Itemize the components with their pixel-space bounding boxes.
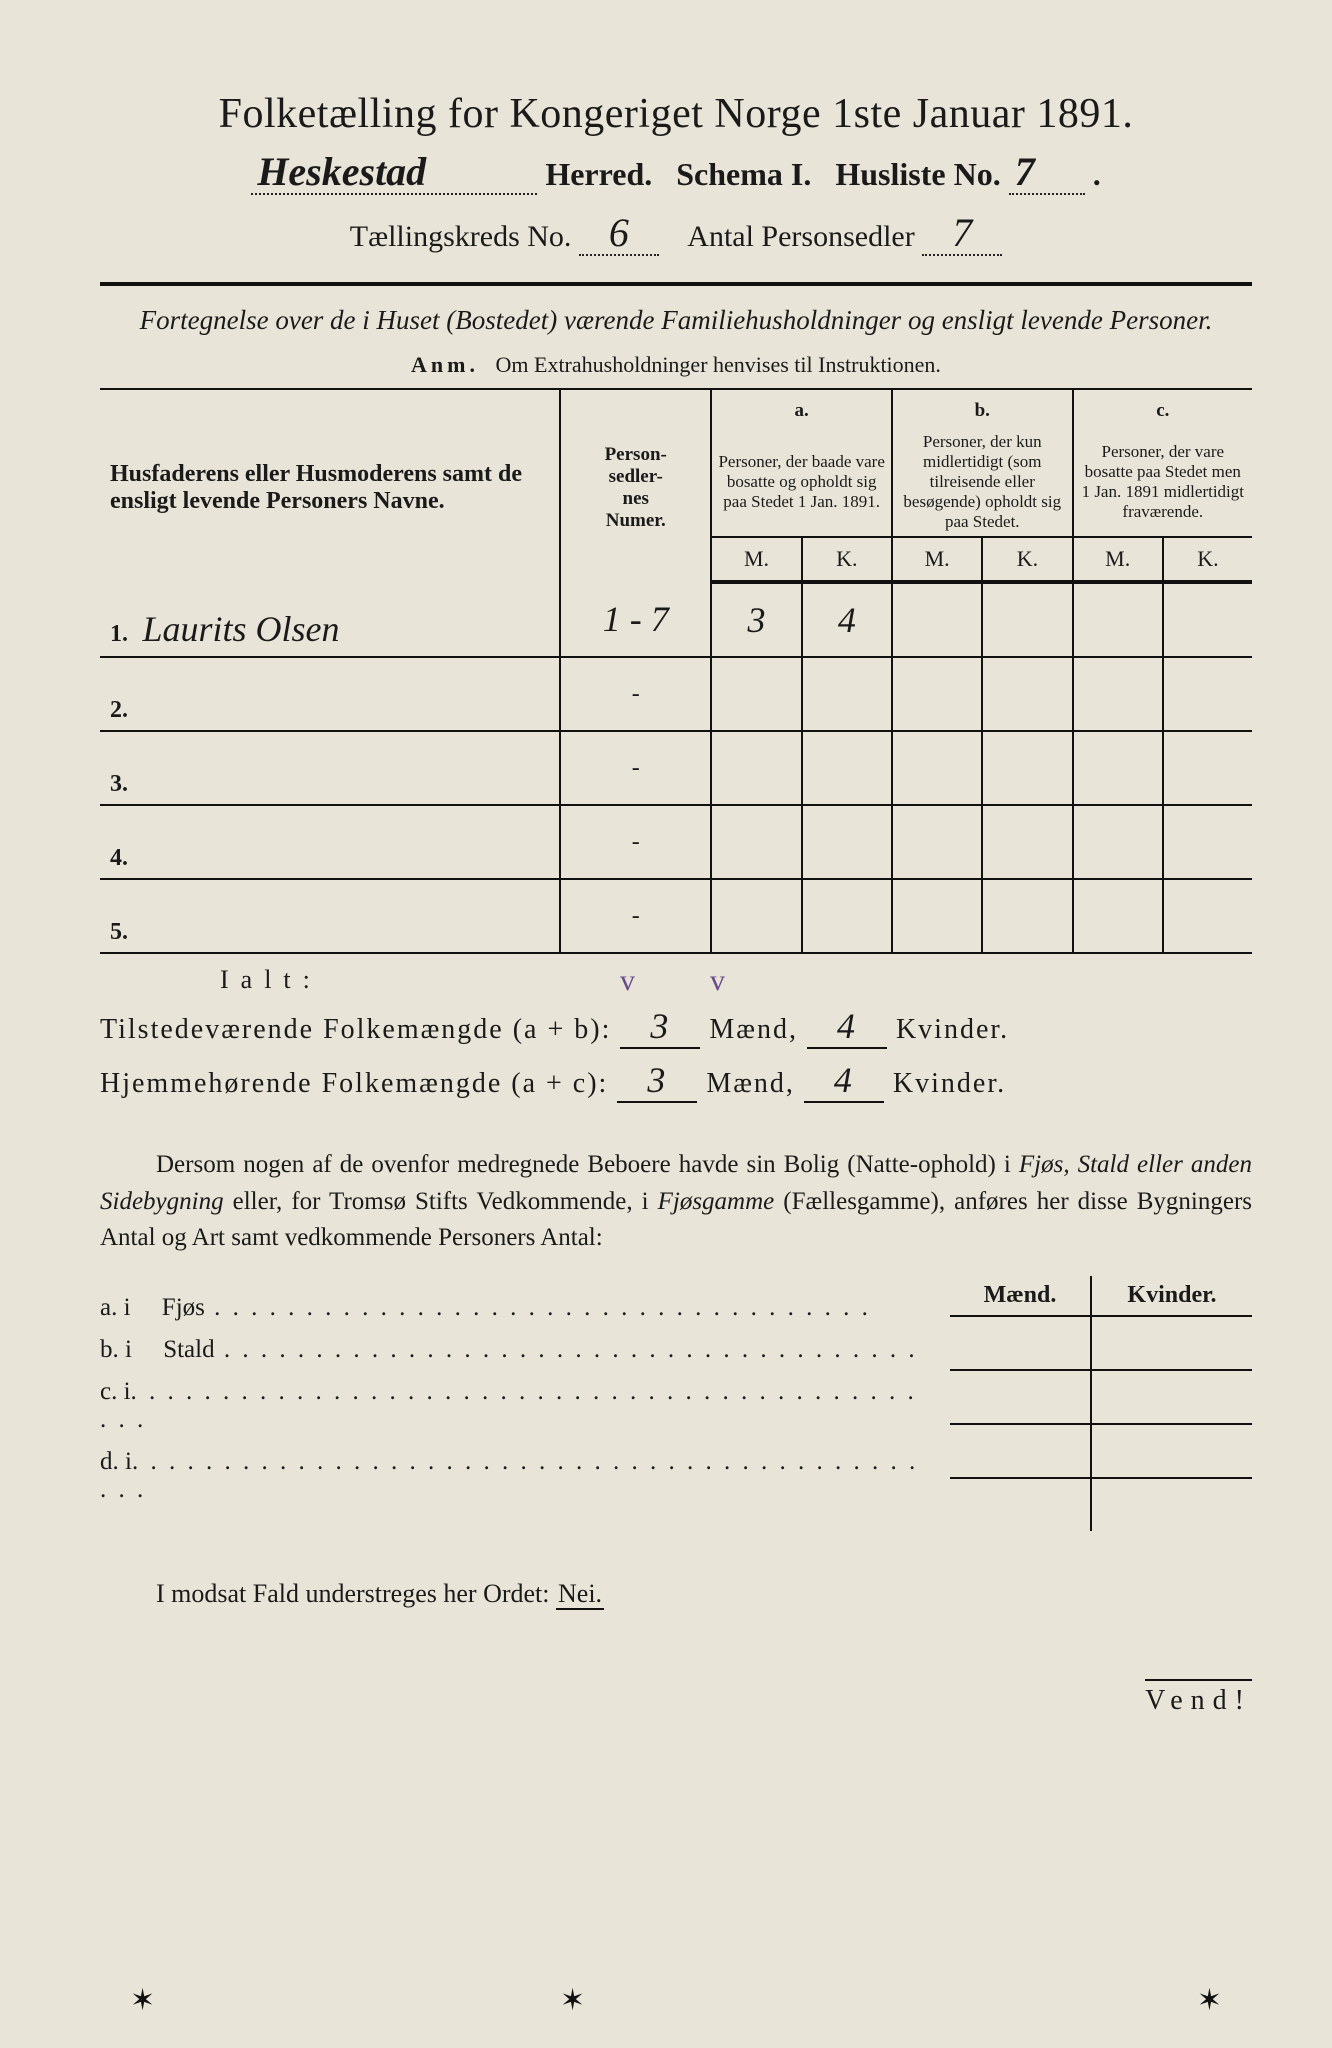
table-row: 5. - xyxy=(100,879,1252,953)
census-form-page: Folketælling for Kongeriget Norge 1ste J… xyxy=(0,0,1332,2048)
fortegnelse-text: Fortegnelse over de i Huset (Bostedet) v… xyxy=(100,302,1252,338)
row-cK xyxy=(1163,582,1252,657)
sum2-k: 4 xyxy=(834,1060,854,1100)
ialt-label: Ialt: xyxy=(220,965,322,994)
table-row: 4. - xyxy=(100,805,1252,879)
abcd-d-dots: . . . . . . . . . . . . . . . . . . . . … xyxy=(100,1448,918,1503)
abcd-b-pre: b. i xyxy=(100,1336,132,1363)
husliste-label: Husliste No. xyxy=(835,156,1000,192)
row-aM: 3 xyxy=(748,600,766,640)
row-num: - xyxy=(560,731,711,805)
col-name-header: Husfaderens eller Husmoderens samt de en… xyxy=(100,390,560,582)
modsat-nei: Nei. xyxy=(556,1579,604,1610)
col-c-m: M. xyxy=(1073,537,1163,582)
ialt-block: Ialt: v v Tilstedeværende Folkemængde (a… xyxy=(100,964,1252,1103)
row-aK: 4 xyxy=(838,600,856,640)
divider-thick xyxy=(100,282,1252,286)
abcd-b-label: Stald xyxy=(163,1336,214,1363)
herred-label: Herred. xyxy=(545,156,652,192)
col-a-m: M. xyxy=(711,537,801,582)
abcd-c-pre: c. i xyxy=(100,1378,131,1405)
col-b-letter: b. xyxy=(892,390,1073,428)
husliste-value: 7 xyxy=(1015,149,1035,194)
col-a-letter: a. xyxy=(711,390,892,428)
row-bM xyxy=(892,582,982,657)
abcd-d-pre: d. i xyxy=(100,1448,132,1475)
row-num: - xyxy=(560,879,711,953)
dersom-a: Dersom nogen af de ovenfor medregnede Be… xyxy=(156,1151,1019,1178)
anm-line: Anm. Om Extrahusholdninger henvises til … xyxy=(100,352,1252,378)
sum-line-2: Hjemmehørende Folkemængde (a + c): 3 Mæn… xyxy=(100,1059,1252,1103)
row-num: - xyxy=(560,657,711,731)
col-c-text: Personer, der vare bosatte paa Stedet me… xyxy=(1073,428,1252,537)
sum2-m-word: Mænd, xyxy=(706,1068,795,1099)
dersom-paragraph: Dersom nogen af de ovenfor medregnede Be… xyxy=(100,1147,1252,1256)
sum2-label: Hjemmehørende Folkemængde (a + c): xyxy=(100,1068,608,1099)
modsat-text: I modsat Fald understreges her Ordet: xyxy=(156,1579,550,1608)
antal-label: Antal Personsedler xyxy=(687,220,914,253)
dersom-c: eller, for Tromsø Stifts Vedkommende, i xyxy=(224,1188,658,1215)
ink-mark-icon: ✶ xyxy=(560,1983,585,2018)
sum1-m-word: Mænd, xyxy=(709,1014,798,1045)
row-number: 5. xyxy=(110,919,136,946)
col-a-k: K. xyxy=(802,537,892,582)
col-b-m: M. xyxy=(892,537,982,582)
dersom-d: Fjøsgamme xyxy=(658,1188,775,1215)
mk-table: Mænd.Kvinder. xyxy=(950,1276,1252,1531)
col-b-text: Personer, der kun midlertidigt (som tilr… xyxy=(892,428,1073,537)
row-name: Laurits Olsen xyxy=(143,609,340,649)
kreds-value: 6 xyxy=(609,210,629,255)
mk-m-header: Mænd. xyxy=(950,1276,1091,1316)
row-number: 3. xyxy=(110,771,136,798)
row-num: - xyxy=(560,805,711,879)
abcd-c-dots: . . . . . . . . . . . . . . . . . . . . … xyxy=(100,1378,917,1433)
ink-mark-icon: ✶ xyxy=(130,1983,155,2018)
vend-label: Vend! xyxy=(1145,1679,1252,1717)
row-number: 2. xyxy=(110,697,136,724)
antal-value: 7 xyxy=(952,210,972,255)
sum1-label: Tilstedeværende Folkemængde (a + b): xyxy=(100,1014,611,1045)
modsat-line: I modsat Fald understreges her Ordet: Ne… xyxy=(100,1579,1252,1609)
anm-text: Om Extrahusholdninger henvises til Instr… xyxy=(496,352,941,377)
sum1-m: 3 xyxy=(650,1006,670,1046)
col-a-text: Personer, der baade vare bosatte og opho… xyxy=(711,428,892,537)
row-bK xyxy=(982,582,1072,657)
abcd-a-dots: . . . . . . . . . . . . . . . . . . . . … xyxy=(205,1294,871,1321)
sum2-m: 3 xyxy=(647,1060,667,1100)
header-line-3: Tællingskreds No. 6 Antal Personsedler 7 xyxy=(100,217,1252,256)
abcd-a-pre: a. i xyxy=(100,1294,131,1321)
row-number: 4. xyxy=(110,845,136,872)
col-b-k: K. xyxy=(982,537,1072,582)
col-c-k: K. xyxy=(1163,537,1252,582)
abcd-b-dots: . . . . . . . . . . . . . . . . . . . . … xyxy=(215,1336,918,1363)
sum1-k-word: Kvinder. xyxy=(896,1014,1009,1045)
check-mark-icon: v xyxy=(710,964,725,998)
header-line-2: Heskestad Herred. Schema I. Husliste No.… xyxy=(100,156,1252,195)
schema-label: Schema I. xyxy=(676,156,811,192)
kreds-label: Tællingskreds No. xyxy=(350,220,572,253)
mk-k-header: Kvinder. xyxy=(1091,1276,1252,1316)
row-num: 1 - 7 xyxy=(603,599,669,639)
table-row: 1. Laurits Olsen 1 - 7 3 4 xyxy=(100,582,1252,657)
col-name-header-text: Husfaderens eller Husmoderens samt de en… xyxy=(110,461,522,514)
sum2-k-word: Kvinder. xyxy=(893,1068,1006,1099)
sum1-k: 4 xyxy=(837,1006,857,1046)
main-table: Husfaderens eller Husmoderens samt de en… xyxy=(100,390,1252,954)
row-number: 1. xyxy=(110,621,136,648)
ink-mark-icon: ✶ xyxy=(1197,1983,1222,2018)
page-title: Folketælling for Kongeriget Norge 1ste J… xyxy=(100,90,1252,138)
table-row: 2. - xyxy=(100,657,1252,731)
check-mark-icon: v xyxy=(620,964,635,998)
col-c-letter: c. xyxy=(1073,390,1252,428)
abcd-a-label: Fjøs xyxy=(162,1294,205,1321)
col-num-header: Person- sedler- nes Numer. xyxy=(560,390,711,582)
sum-line-1: Tilstedeværende Folkemængde (a + b): 3 M… xyxy=(100,1005,1252,1049)
row-cM xyxy=(1073,582,1163,657)
anm-prefix: Anm. xyxy=(411,352,479,377)
table-row: 3. - xyxy=(100,731,1252,805)
abcd-section: Mænd.Kvinder. a. i Fjøs . . . . . . . . … xyxy=(100,1276,1252,1531)
herred-value: Heskestad xyxy=(257,149,426,194)
